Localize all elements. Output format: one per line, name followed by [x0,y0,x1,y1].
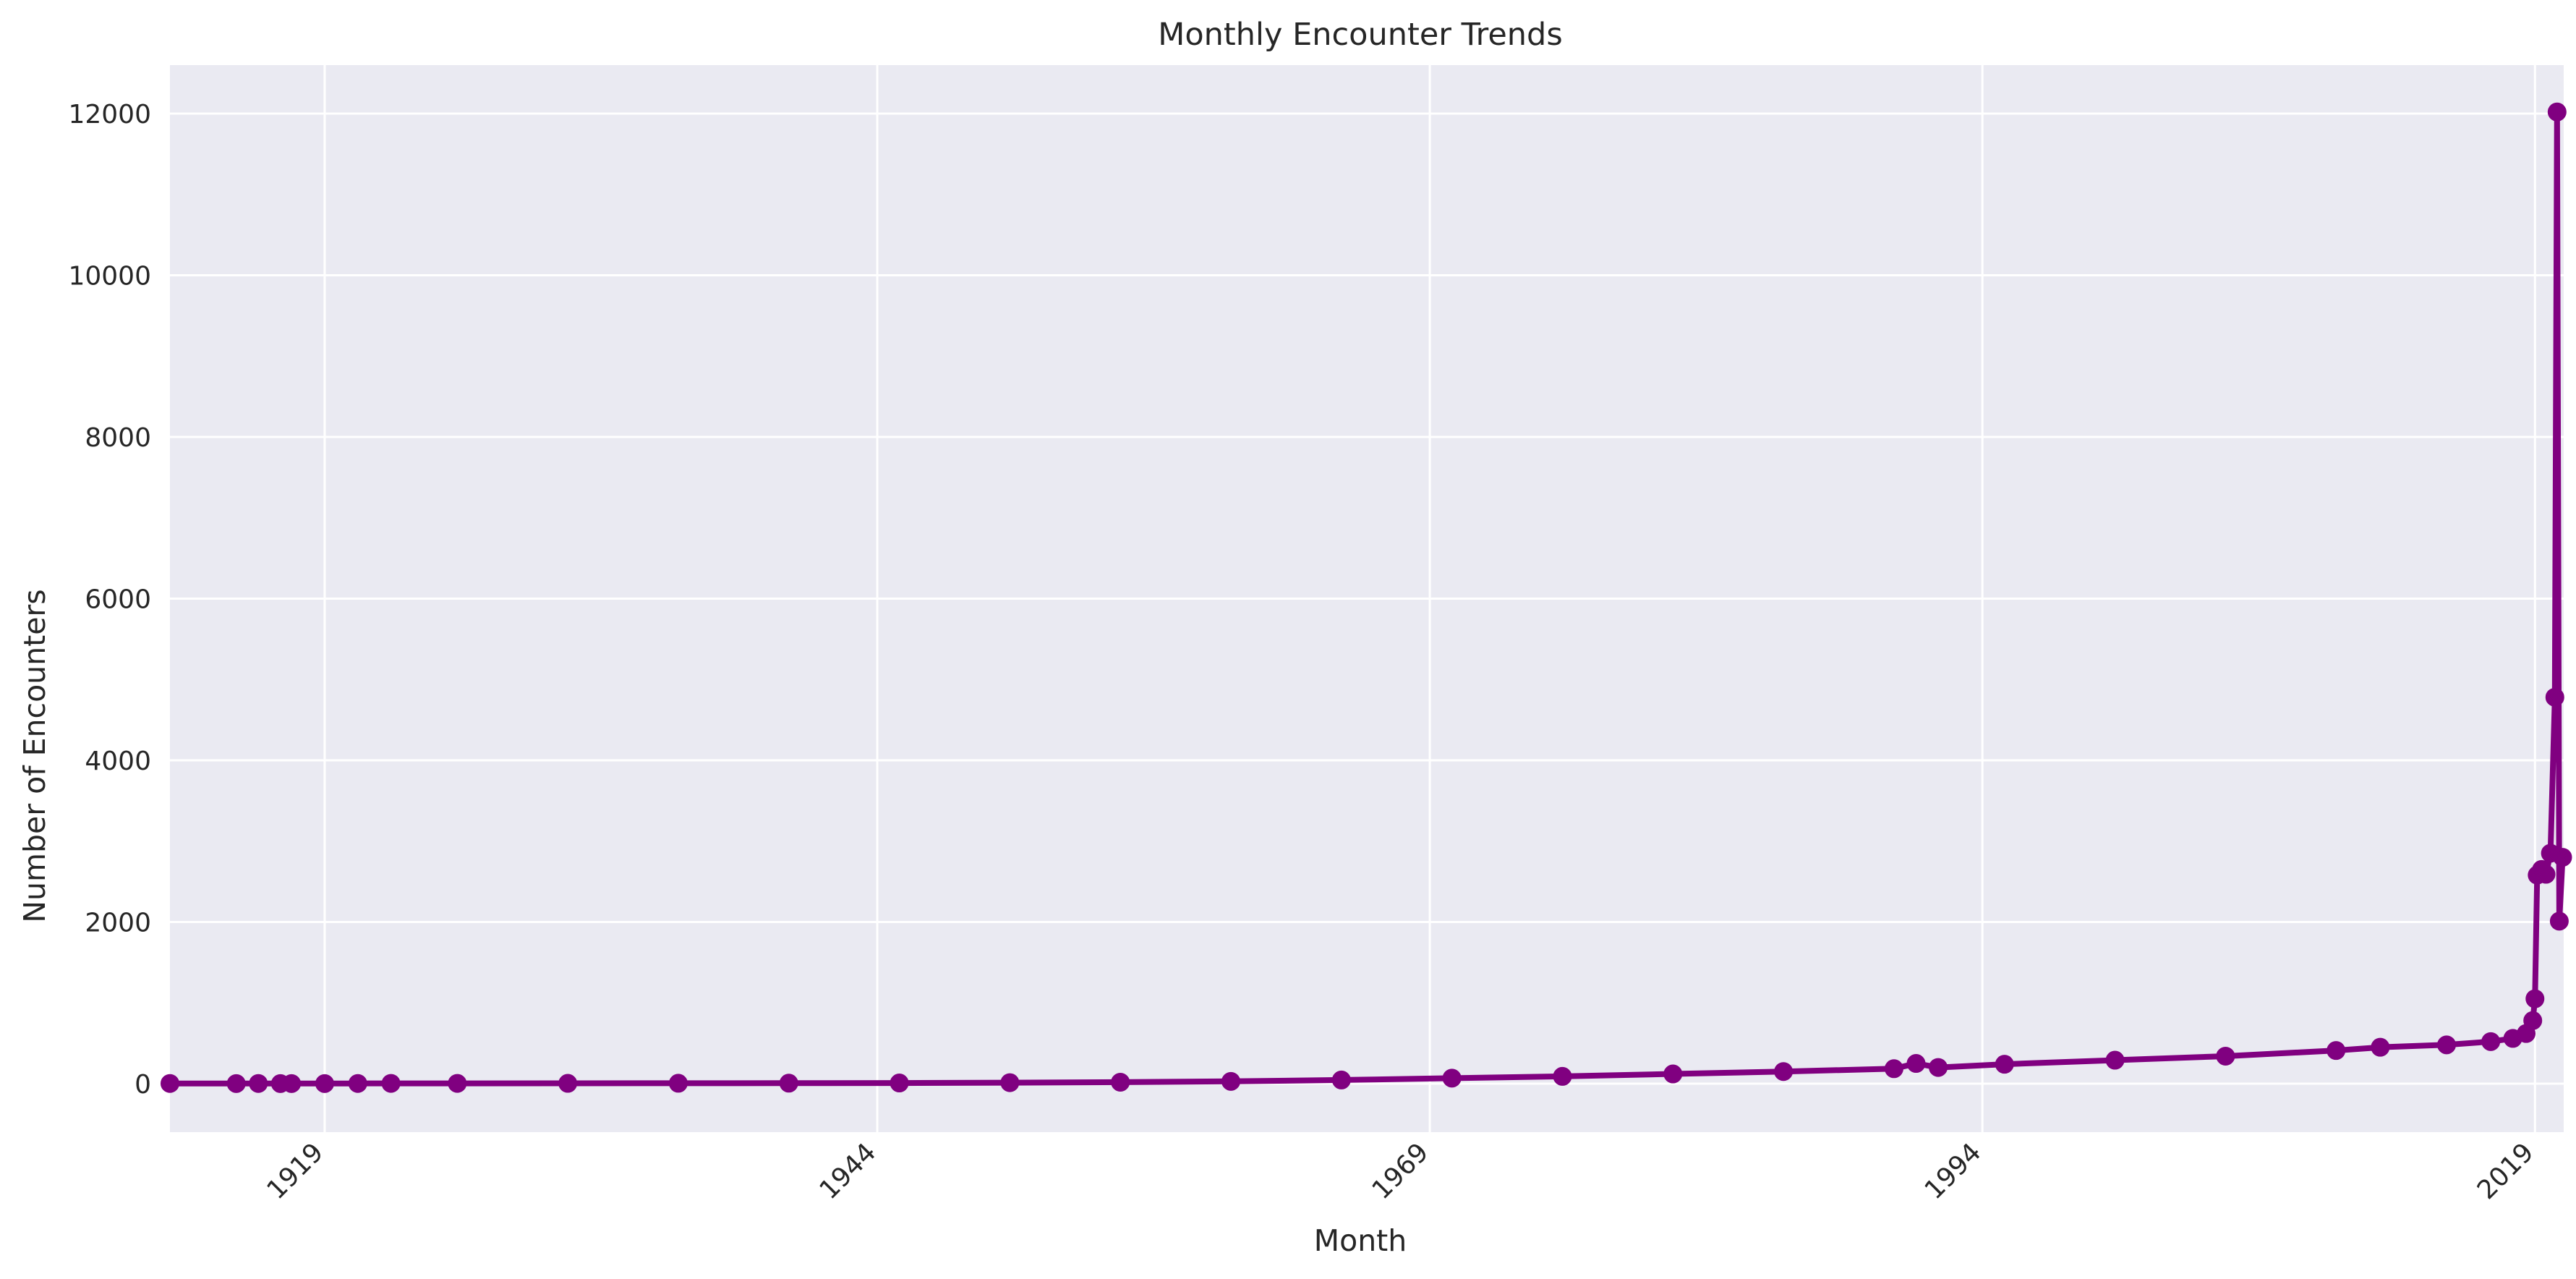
data-point [1884,1059,1903,1079]
data-point [1906,1054,1926,1074]
data-point [381,1074,401,1093]
data-point [1221,1071,1241,1091]
data-point [2547,102,2567,122]
chart-title: Monthly Encounter Trends [1158,17,1562,53]
data-point [1111,1072,1130,1092]
data-point [2525,989,2545,1008]
data-point [558,1074,578,1093]
data-point [2326,1041,2346,1061]
data-point [2553,848,2572,867]
data-point [1663,1064,1683,1084]
data-point [668,1074,688,1093]
x-axis-label: Month [1314,1223,1407,1258]
data-point [315,1074,334,1093]
data-point [1331,1070,1351,1089]
y-tick-label: 0 [135,1070,151,1100]
data-point [2523,1011,2543,1030]
data-point [1929,1058,1948,1077]
data-point [226,1074,246,1093]
data-point [2105,1050,2125,1070]
data-point [1774,1062,1794,1082]
data-point [1553,1066,1572,1086]
data-point [448,1074,467,1093]
y-axis-label: Number of Encounters [17,589,52,922]
data-point [249,1074,268,1093]
data-point [2545,687,2564,707]
data-point [1000,1073,1020,1092]
y-tick-label: 12000 [68,100,151,129]
data-point [282,1074,302,1093]
data-point [348,1074,367,1093]
data-point [2549,912,2569,931]
y-tick-label: 10000 [68,262,151,292]
data-point [1442,1068,1462,1088]
data-point [1995,1055,2014,1074]
data-point [2536,864,2556,884]
data-point [2481,1032,2501,1051]
data-point [779,1074,798,1093]
y-tick-label: 8000 [85,423,151,453]
y-tick-label: 2000 [85,908,151,938]
data-point [890,1074,909,1093]
data-point [2371,1037,2390,1057]
data-point [161,1074,179,1093]
data-point [2216,1046,2235,1066]
y-tick-label: 6000 [85,585,151,615]
data-point [2437,1035,2457,1055]
y-tick-label: 4000 [85,747,151,776]
